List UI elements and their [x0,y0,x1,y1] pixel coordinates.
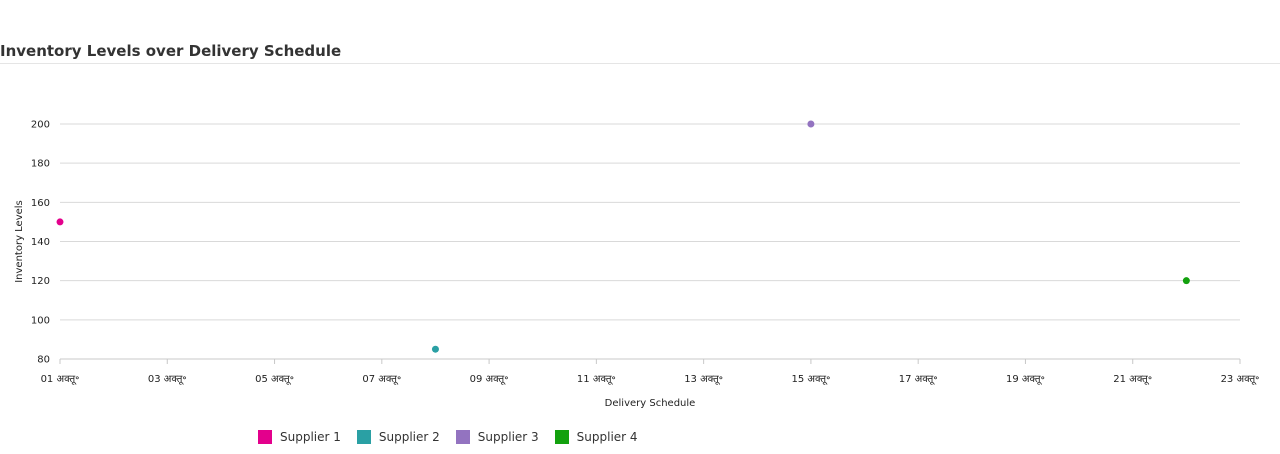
x-tick-label: 03 अक्तू॰ [148,374,187,385]
y-tick-label: 120 [31,276,50,287]
data-point [1182,277,1190,285]
x-tick-label: 11 अक्तू॰ [577,374,616,385]
legend-item[interactable]: Supplier 3 [455,430,539,444]
legend-item[interactable]: Supplier 1 [258,430,341,444]
legend-swatch [356,430,371,444]
legend-label: Supplier 3 [477,430,539,444]
data-point [807,120,815,128]
legend-label: Supplier 4 [576,430,638,444]
title-bar: Inventory Levels over Delivery Schedule [0,0,1280,64]
y-tick-label: 100 [31,315,50,326]
x-tick-label: 15 अक्तू॰ [791,374,830,385]
x-tick-label: 05 अक्तू॰ [255,374,294,385]
legend-item[interactable]: Supplier 2 [356,430,440,444]
x-tick-label: 09 अक्तू॰ [470,374,509,385]
legend-swatch [554,430,569,444]
x-tick-label: 01 अक्तू॰ [41,374,80,385]
y-tick-label: 140 [31,237,50,248]
y-tick-label: 200 [31,120,50,131]
y-axis-title: Inventory Levels [14,200,25,283]
x-tick-label: 19 अक्तू॰ [1006,374,1045,385]
x-tick-label: 17 अक्तू॰ [899,374,938,385]
legend-label: Supplier 2 [378,430,440,444]
x-tick-label: 13 अक्तू॰ [684,374,723,385]
legend-item[interactable]: Supplier 4 [554,430,638,444]
legend-label: Supplier 1 [280,430,341,444]
y-tick-label: 80 [37,355,50,366]
y-tick-label: 180 [31,159,50,170]
legend-swatch [455,430,470,444]
chart-title: Inventory Levels over Delivery Schedule [0,42,342,60]
data-point [56,218,64,226]
x-tick-label: 07 अक्तू॰ [362,374,401,385]
x-tick-label: 21 अक्तू॰ [1113,374,1152,385]
x-axis-title: Delivery Schedule [605,398,696,409]
x-tick-label: 23 अक्तू॰ [1221,374,1260,385]
data-point [431,345,439,353]
y-tick-label: 160 [31,198,50,209]
legend-swatch [258,430,272,444]
legend: Supplier 1 Supplier 2 Supplier 3 Supplier 4 [258,430,638,444]
